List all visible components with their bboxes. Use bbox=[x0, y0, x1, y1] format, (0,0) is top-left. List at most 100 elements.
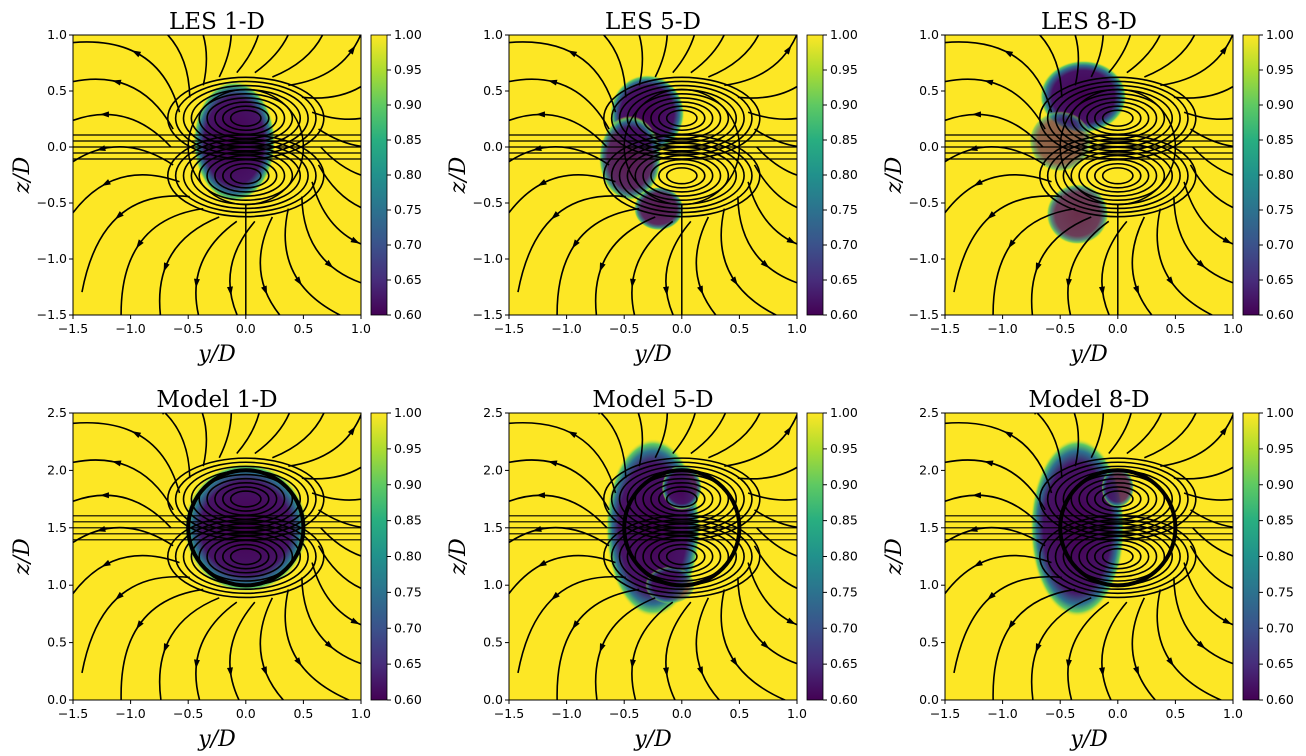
streamline-arrow bbox=[163, 643, 170, 653]
streamlines bbox=[509, 0, 797, 315]
streamline bbox=[610, 461, 753, 537]
streamline bbox=[1144, 413, 1197, 459]
streamline-arrow bbox=[131, 431, 142, 439]
streamline bbox=[637, 413, 644, 467]
x-axis-label: y/D bbox=[1069, 727, 1108, 752]
streamline-arrow bbox=[1066, 278, 1072, 288]
x-tick-label: −1.0 bbox=[987, 706, 1017, 721]
streamline-arrow bbox=[783, 45, 792, 55]
streamline-arrow bbox=[1098, 286, 1105, 296]
streamline bbox=[1073, 413, 1080, 467]
streamline bbox=[1101, 547, 1134, 566]
colorbar-tick-label: 0.65 bbox=[394, 656, 422, 671]
colorbar-tick-label: 0.70 bbox=[830, 237, 858, 252]
streamline-arrow bbox=[695, 0, 701, 8]
streamline-arrow bbox=[1035, 262, 1042, 272]
streamline bbox=[318, 128, 361, 148]
streamline bbox=[1192, 146, 1233, 176]
rotor-outline bbox=[186, 468, 306, 588]
colorbar-tick-label: 0.60 bbox=[1266, 692, 1294, 707]
streamline bbox=[708, 35, 760, 78]
streamline bbox=[317, 164, 361, 209]
panel-2: −1.5 −1.0 −0.5 0.0 0.5 1.0 −1.5 −1.0 −0.5 0.0 0.5 1… bbox=[446, 0, 858, 367]
streamline-arrow bbox=[350, 617, 360, 625]
streamline-arrow bbox=[535, 492, 545, 499]
streamline bbox=[1126, 35, 1161, 74]
y-tick-label: 0.5 bbox=[47, 635, 67, 650]
streamline-arrow bbox=[1133, 285, 1140, 295]
x-tick-label: 0.0 bbox=[672, 321, 692, 336]
colorbar-tick-label: 0.70 bbox=[394, 620, 422, 635]
streamline bbox=[174, 519, 317, 595]
colorbar bbox=[1242, 34, 1260, 316]
streamline-arrow bbox=[294, 657, 302, 667]
streamline bbox=[317, 545, 361, 590]
x-tick-label: −0.5 bbox=[173, 706, 203, 721]
y-tick-label: 0.5 bbox=[919, 83, 939, 98]
y-tick-label: 1.0 bbox=[47, 27, 67, 42]
streamline bbox=[665, 547, 698, 566]
streamline-arrow bbox=[324, 259, 334, 269]
streamline bbox=[1046, 461, 1189, 537]
y-tick-label: 2.5 bbox=[919, 405, 939, 420]
streamline-arrow bbox=[1219, 45, 1228, 55]
streamline-arrow bbox=[259, 0, 265, 8]
colorbar-tick-label: 0.80 bbox=[394, 167, 422, 182]
x-tick-label: −1.5 bbox=[494, 321, 524, 336]
x-tick-label: 1.0 bbox=[1223, 706, 1243, 721]
streamline-arrow bbox=[1035, 643, 1042, 653]
x-tick-label: 0.5 bbox=[1165, 706, 1185, 721]
streamline-arrow bbox=[786, 236, 796, 244]
streamline-arrow bbox=[1194, 403, 1200, 412]
y-tick-label: 2.0 bbox=[919, 462, 939, 477]
x-tick-label: 0.0 bbox=[1108, 706, 1128, 721]
colorbar-tick-label: 1.00 bbox=[830, 27, 858, 42]
streamline bbox=[602, 35, 627, 98]
streamline bbox=[665, 167, 698, 185]
colorbar-tick-label: 0.80 bbox=[830, 549, 858, 564]
x-tick-label: −1.5 bbox=[930, 706, 960, 721]
colorbar bbox=[1242, 412, 1260, 701]
panel-4: −1.5 −1.0 −0.5 0.0 0.5 1.0 0.0 0.5 1.0 1.5 2.0 2.5 M… bbox=[10, 387, 422, 752]
x-tick-label: −1.5 bbox=[930, 321, 960, 336]
colorbar-tick-label: 0.65 bbox=[1266, 272, 1294, 287]
streamline bbox=[1054, 465, 1181, 533]
x-tick-label: 1.0 bbox=[351, 321, 371, 336]
streamline-arrow bbox=[294, 276, 302, 286]
streamline-arrow bbox=[322, 22, 328, 31]
x-tick-label: 0.5 bbox=[293, 706, 313, 721]
y-tick-label: 1.5 bbox=[483, 520, 503, 535]
rotor-outline bbox=[1058, 468, 1178, 588]
streamline-arrow bbox=[537, 179, 547, 186]
x-tick-label: −1.0 bbox=[551, 706, 581, 721]
streamline bbox=[202, 35, 208, 86]
y-axis-label: z/D bbox=[882, 538, 907, 576]
streamline bbox=[1173, 85, 1233, 99]
streamline-arrow bbox=[1194, 22, 1200, 31]
y-tick-label: 0.5 bbox=[919, 635, 939, 650]
streamline-arrow bbox=[347, 45, 356, 55]
x-tick-label: 0.0 bbox=[236, 321, 256, 336]
streamline-arrow bbox=[1003, 431, 1014, 439]
streamline bbox=[1046, 80, 1189, 156]
colorbar-tick-label: 0.95 bbox=[830, 62, 858, 77]
streamline bbox=[658, 162, 706, 189]
y-tick-label: 0.0 bbox=[47, 692, 67, 707]
streamline bbox=[618, 465, 745, 533]
streamline-arrow bbox=[115, 591, 124, 601]
x-tick-label: −1.0 bbox=[987, 321, 1017, 336]
streamline bbox=[754, 509, 797, 528]
y-tick-label: −1.0 bbox=[909, 251, 939, 266]
streamlines bbox=[509, 413, 797, 700]
streamline bbox=[1173, 466, 1233, 480]
streamline-arrow bbox=[537, 559, 547, 567]
axes-frame bbox=[72, 412, 362, 701]
streamline-arrow bbox=[535, 111, 545, 118]
streamline bbox=[1035, 413, 1063, 479]
streamline-arrow bbox=[551, 211, 560, 220]
panel-3: −1.5 −1.0 −0.5 0.0 0.5 1.0 −1.5 −1.0 −0.5 0.0 0.5 1… bbox=[882, 9, 1294, 367]
streamline bbox=[254, 35, 289, 74]
colorbar-tick-label: 0.75 bbox=[1266, 202, 1294, 217]
x-tick-label: 1.0 bbox=[787, 706, 807, 721]
